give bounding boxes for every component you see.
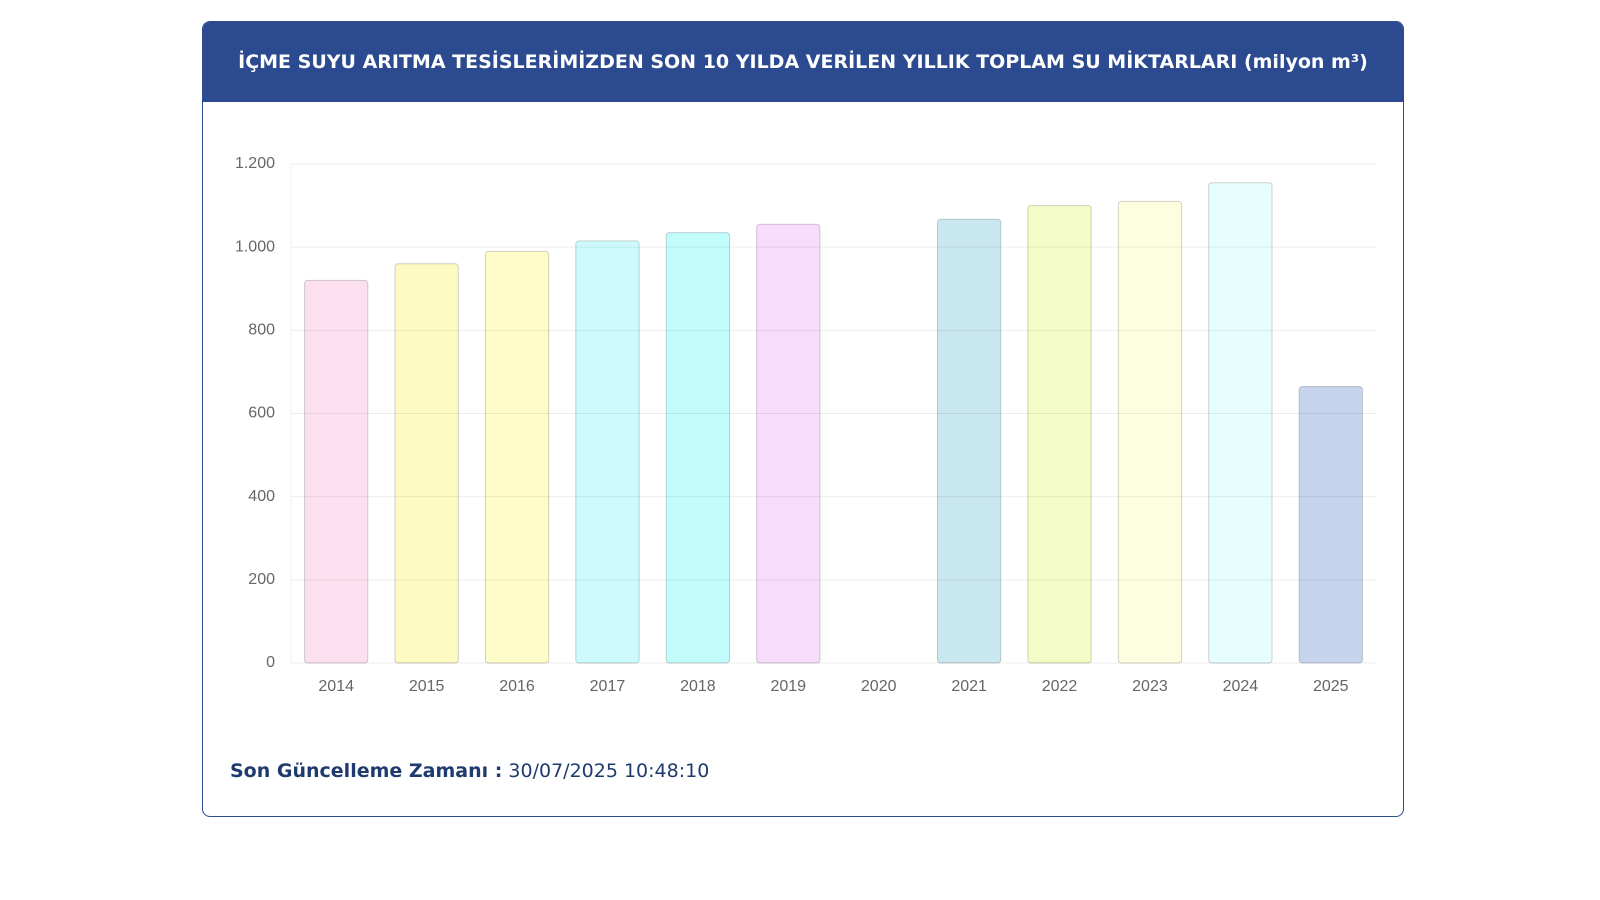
x-tick-label: 2019 xyxy=(770,678,806,695)
x-tick-label: 2015 xyxy=(409,678,445,695)
update-time: 30/07/2025 10:48:10 xyxy=(508,760,710,782)
bar xyxy=(1027,205,1092,664)
x-tick-label: 2016 xyxy=(499,678,535,695)
bar xyxy=(936,218,1002,664)
x-tick-label: 2023 xyxy=(1132,678,1168,695)
y-tick-label: 1.000 xyxy=(235,238,275,255)
y-tick-label: 200 xyxy=(248,571,275,588)
y-tick-label: 1.200 xyxy=(235,155,275,172)
x-tick-label: 2021 xyxy=(951,678,987,695)
x-tick-label: 2014 xyxy=(318,678,354,695)
bar xyxy=(756,223,821,664)
y-tick-label: 800 xyxy=(248,322,275,339)
bar xyxy=(394,263,459,664)
x-tick-label: 2017 xyxy=(590,678,626,695)
bar xyxy=(304,279,369,664)
chart: 2014 2015 2016 2017 2018 2019 2020 2021 2022 2023… xyxy=(235,155,1376,695)
bar xyxy=(484,250,550,664)
x-tick-label: 2018 xyxy=(680,678,716,695)
bar xyxy=(1117,200,1183,664)
y-tick-label: 0 xyxy=(266,654,275,671)
x-tick-label: 2025 xyxy=(1313,678,1349,695)
chart-title: İÇME SUYU ARITMA TESİSLERİMİZDEN SON 10 … xyxy=(203,22,1403,102)
update-label: Son Güncelleme Zamanı : xyxy=(230,760,503,782)
y-tick-label: 400 xyxy=(248,488,275,505)
bar xyxy=(1208,182,1273,664)
update-info: Son Güncelleme Zamanı : 30/07/2025 10:48… xyxy=(230,760,709,782)
x-tick-label: 2022 xyxy=(1042,678,1078,695)
x-tick-label: 2020 xyxy=(861,678,897,695)
bar xyxy=(575,240,640,664)
chart-card: İÇME SUYU ARITMA TESİSLERİMİZDEN SON 10 … xyxy=(202,21,1404,817)
y-tick-label: 600 xyxy=(248,405,275,422)
bar xyxy=(1298,385,1363,664)
bar xyxy=(665,232,731,664)
x-tick-label: 2024 xyxy=(1223,678,1259,695)
